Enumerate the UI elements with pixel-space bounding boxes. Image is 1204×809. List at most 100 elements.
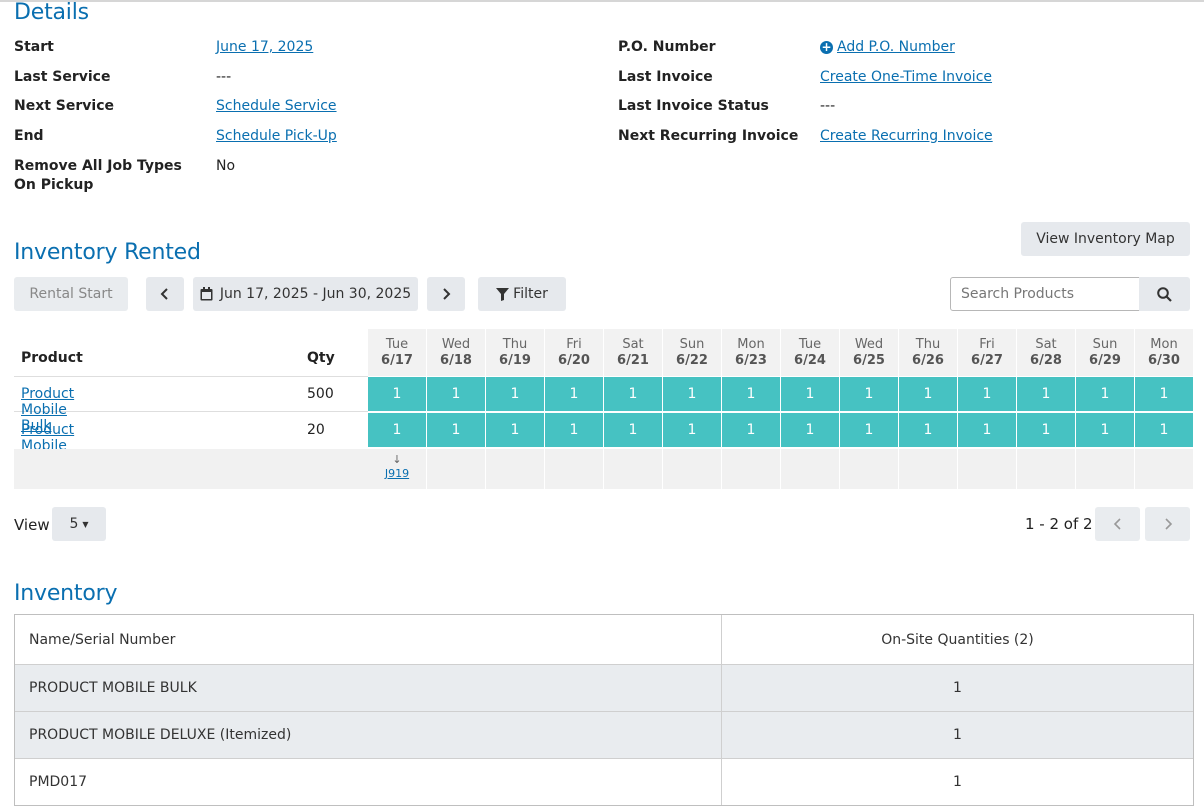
- pagination-info: 1 - 2 of 2: [1025, 515, 1093, 533]
- rental-cell[interactable]: 1: [840, 413, 898, 447]
- per-page-dropdown[interactable]: 5 ▼: [52, 507, 106, 541]
- qty-mobile-deluxe: 20: [307, 422, 325, 438]
- day-of-week: Thu: [915, 337, 941, 352]
- rental-cell[interactable]: 1: [604, 377, 662, 411]
- filter-label: Filter: [513, 286, 548, 302]
- column-divider: [721, 665, 722, 711]
- rental-cell[interactable]: 1: [722, 377, 780, 411]
- rental-cell[interactable]: 1: [1017, 377, 1075, 411]
- day-date: 6/29: [1089, 353, 1121, 368]
- chevron-right-icon: [443, 288, 451, 300]
- day-header: Mon 6/30: [1135, 329, 1193, 376]
- date-range-button[interactable]: Jun 17, 2025 - Jun 30, 2025: [193, 277, 418, 311]
- day-date: 6/17: [381, 353, 413, 368]
- rental-cell[interactable]: 1: [368, 413, 426, 447]
- day-date: 6/19: [499, 353, 531, 368]
- empty-cell: [486, 449, 544, 489]
- rental-cell[interactable]: 1: [486, 377, 544, 411]
- inventory-name: PMD017: [29, 774, 88, 790]
- inventory-name: PRODUCT MOBILE DELUXE (Itemized): [29, 727, 292, 743]
- rental-cell[interactable]: 1: [663, 377, 721, 411]
- rental-cell[interactable]: 1: [427, 413, 485, 447]
- create-recurring-invoice-link[interactable]: Create Recurring Invoice: [820, 128, 993, 144]
- empty-cell: [899, 449, 957, 489]
- day-date: 6/27: [971, 353, 1003, 368]
- schedule-pickup-link[interactable]: Schedule Pick-Up: [216, 128, 337, 144]
- column-divider: [721, 615, 722, 664]
- next-range-button[interactable]: [427, 277, 465, 311]
- add-po-number-text[interactable]: Add P.O. Number: [837, 39, 955, 55]
- day-of-week: Fri: [979, 337, 995, 352]
- rental-cell[interactable]: 1: [545, 413, 603, 447]
- filter-icon: [496, 287, 510, 301]
- day-header: Sun 6/22: [663, 329, 721, 376]
- job-marker[interactable]: ↓ J919: [368, 449, 426, 489]
- rental-cell[interactable]: 1: [781, 377, 839, 411]
- product-link-mobile-bulk[interactable]: Product Mobile Bulk: [21, 386, 75, 434]
- filter-button[interactable]: Filter: [478, 277, 566, 311]
- view-inventory-map-button[interactable]: View Inventory Map: [1021, 222, 1190, 256]
- start-date-link[interactable]: June 17, 2025: [216, 39, 314, 55]
- day-header: Wed 6/18: [427, 329, 485, 376]
- rental-cell[interactable]: 1: [368, 377, 426, 411]
- rental-cell[interactable]: 1: [663, 413, 721, 447]
- add-po-number-link[interactable]: + Add P.O. Number: [820, 39, 955, 55]
- empty-cell: [1135, 449, 1193, 489]
- day-date: 6/18: [440, 353, 472, 368]
- rental-cell[interactable]: 1: [1076, 377, 1134, 411]
- qty-mobile-bulk: 500: [307, 386, 334, 402]
- rental-cell[interactable]: 1: [722, 413, 780, 447]
- next-page-button[interactable]: [1145, 507, 1190, 541]
- down-arrow-icon: ↓: [392, 453, 402, 466]
- day-header: Sat 6/21: [604, 329, 662, 376]
- day-header: Sat 6/28: [1017, 329, 1075, 376]
- rental-cell[interactable]: 1: [899, 377, 957, 411]
- rental-cell[interactable]: 1: [958, 413, 1016, 447]
- per-page-value: 5: [69, 516, 79, 532]
- day-date: 6/21: [617, 353, 649, 368]
- rental-cell[interactable]: 1: [899, 413, 957, 447]
- last-invoice-status-value: ---: [820, 98, 836, 114]
- details-title: Details: [14, 0, 89, 25]
- rental-cell[interactable]: 1: [840, 377, 898, 411]
- prev-page-button[interactable]: [1095, 507, 1140, 541]
- create-one-time-invoice-link[interactable]: Create One-Time Invoice: [820, 69, 993, 85]
- rental-cell[interactable]: 1: [545, 377, 603, 411]
- day-header: Wed 6/25: [840, 329, 898, 376]
- end-label: End: [14, 128, 44, 144]
- inventory-qty: 1: [953, 774, 962, 790]
- add-circle-icon: +: [820, 40, 833, 54]
- rental-cell[interactable]: 1: [781, 413, 839, 447]
- inventory-name: PRODUCT MOBILE BULK: [29, 680, 197, 696]
- search-icon: [1157, 286, 1172, 302]
- table-row: PMD017 1: [15, 758, 1193, 805]
- rental-cell[interactable]: 1: [1135, 377, 1193, 411]
- rental-cell[interactable]: 1: [427, 377, 485, 411]
- prev-range-button[interactable]: [146, 277, 184, 311]
- rental-cell[interactable]: 1: [1135, 413, 1193, 447]
- name-serial-header: Name/Serial Number: [29, 631, 176, 648]
- next-service-label: Next Service: [14, 98, 115, 114]
- day-of-week: Tue: [798, 337, 822, 352]
- day-date: 6/26: [912, 353, 944, 368]
- day-header: Mon 6/23: [722, 329, 780, 376]
- schedule-service-link[interactable]: Schedule Service: [216, 98, 337, 114]
- rental-cell[interactable]: 1: [604, 413, 662, 447]
- search-button[interactable]: [1139, 277, 1190, 311]
- day-header: Fri 6/27: [958, 329, 1016, 376]
- table-row: PRODUCT MOBILE BULK 1: [15, 664, 1193, 711]
- inventory-table: Name/Serial Number On-Site Quantities (2…: [14, 614, 1194, 806]
- inventory-header-row: Name/Serial Number On-Site Quantities (2…: [15, 615, 1193, 664]
- rental-cell[interactable]: 1: [1076, 413, 1134, 447]
- rental-start-button[interactable]: Rental Start: [14, 277, 128, 311]
- day-of-week: Sun: [1092, 337, 1118, 352]
- rental-cell[interactable]: 1: [1017, 413, 1075, 447]
- empty-cell: [722, 449, 780, 489]
- search-products-input[interactable]: [950, 277, 1140, 311]
- next-recurring-invoice-label: Next Recurring Invoice: [618, 128, 799, 144]
- rental-cell[interactable]: 1: [486, 413, 544, 447]
- job-link[interactable]: J919: [384, 467, 410, 480]
- remove-job-types-label-line2: On Pickup: [14, 177, 94, 193]
- rental-cell[interactable]: 1: [958, 377, 1016, 411]
- empty-cell: [781, 449, 839, 489]
